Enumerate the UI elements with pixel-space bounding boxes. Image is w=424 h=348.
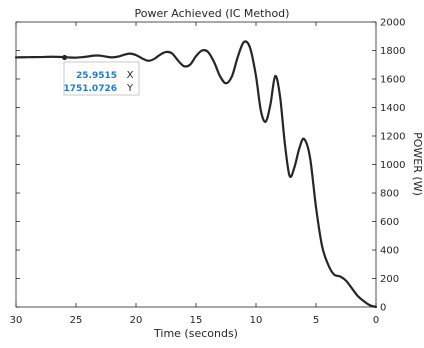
x-axis-label: Time (seconds) xyxy=(153,327,238,340)
y-tick-label: 1200 xyxy=(380,132,405,143)
datatip-x-value: 25.9515 xyxy=(76,71,117,81)
datatip-marker[interactable] xyxy=(61,54,68,61)
y-tick-label: 2000 xyxy=(380,18,405,29)
datatip-y-label: Y xyxy=(126,83,134,94)
y-tick-label: 0 xyxy=(380,303,386,314)
y-tick-label: 1400 xyxy=(380,103,405,114)
x-tick-label: 25 xyxy=(70,315,83,326)
axes-box xyxy=(15,21,377,308)
y-tick-label: 800 xyxy=(380,189,399,200)
y-axis-label: POWER (W) xyxy=(411,132,424,196)
y-tick-label: 1800 xyxy=(380,46,405,57)
x-tick-label: 5 xyxy=(313,315,319,326)
power-series-line xyxy=(14,40,378,309)
axis-labels: 0 5 10 15 20 25 30 0 200 400 600 800 1000 1200 1400 160… xyxy=(10,18,406,327)
y-tick-label: 600 xyxy=(380,217,399,228)
x-tick-label: 30 xyxy=(10,315,23,326)
y-tick-label: 1600 xyxy=(380,75,405,86)
x-tick-label: 10 xyxy=(250,315,263,326)
x-tick-label: 15 xyxy=(190,315,203,326)
y-tick-label: 400 xyxy=(380,246,399,257)
chart-title: Power Achieved (IC Method) xyxy=(135,7,290,20)
y-tick-label: 200 xyxy=(380,274,399,285)
datatip-x-label: X xyxy=(127,70,134,81)
datatip[interactable]: 25.9515 X 1751.0726 Y xyxy=(63,61,140,96)
datatip-y-value: 1751.0726 xyxy=(63,84,117,94)
datatip-box[interactable] xyxy=(63,61,140,96)
x-tick-label: 20 xyxy=(130,315,143,326)
x-tick-label: 0 xyxy=(373,315,379,326)
y-tick-label: 1000 xyxy=(380,160,405,171)
